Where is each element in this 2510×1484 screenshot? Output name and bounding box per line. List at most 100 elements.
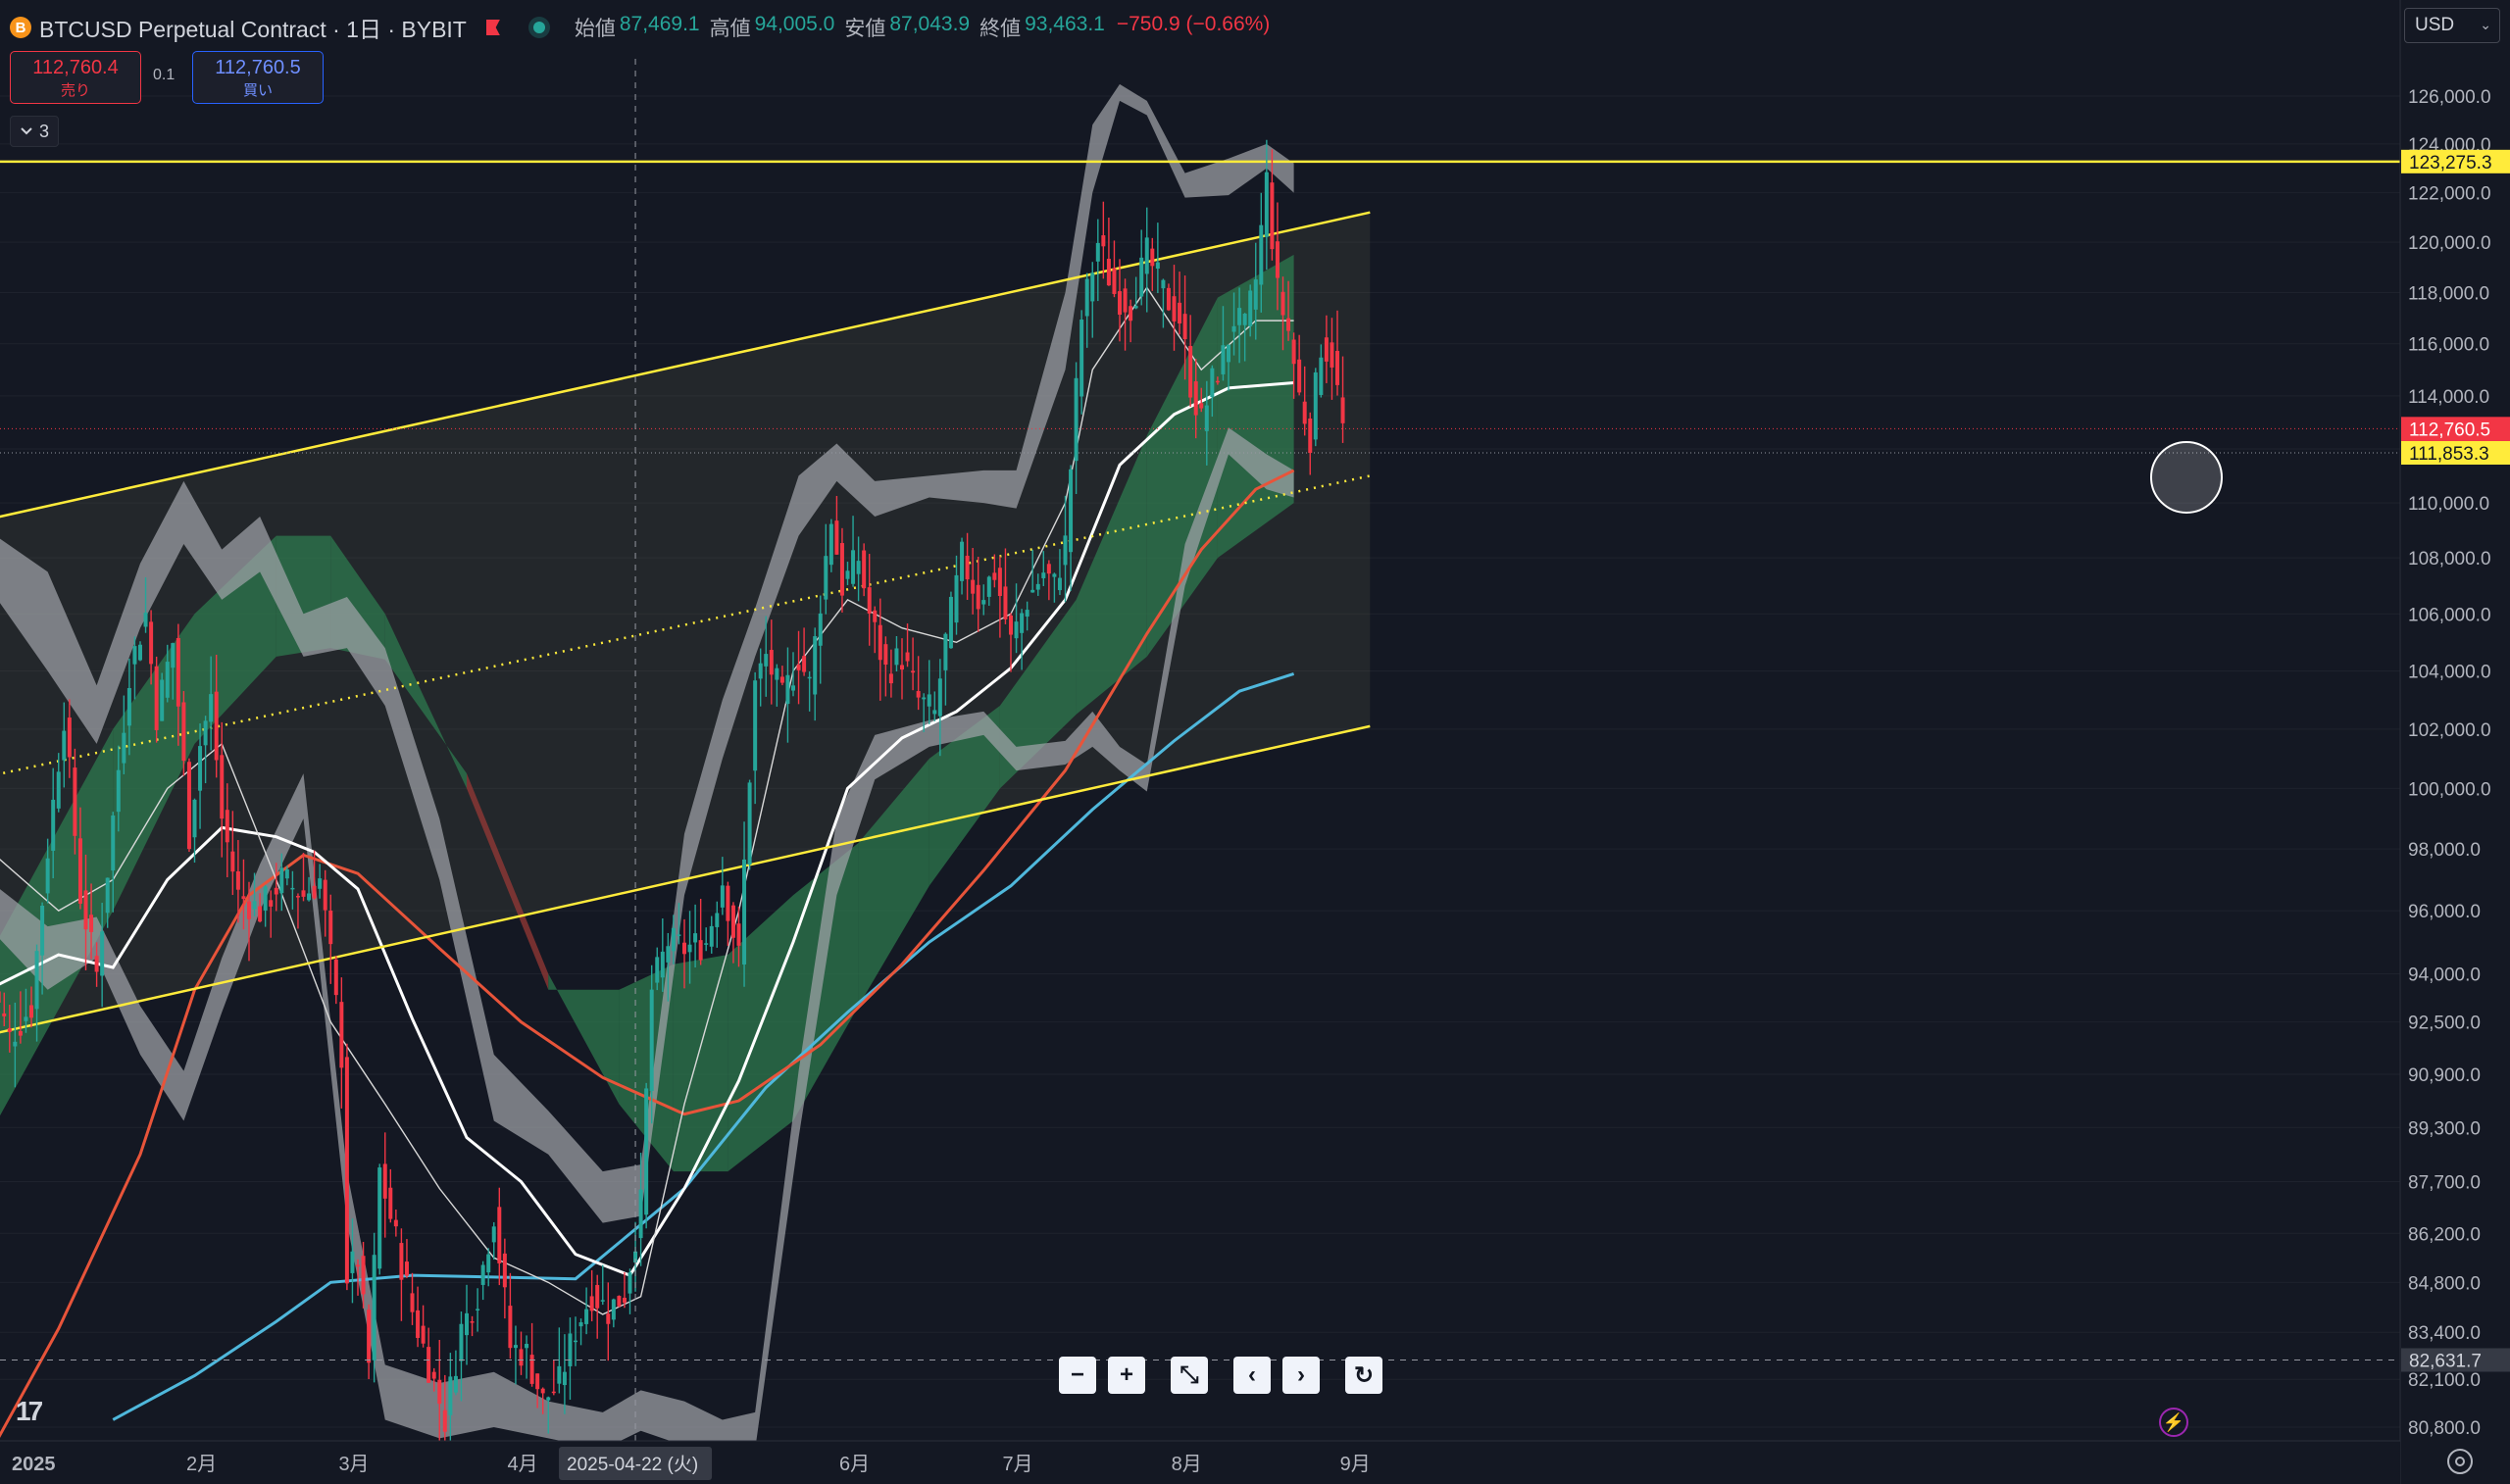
scroll-right-button[interactable]: › (1282, 1357, 1320, 1394)
candle (508, 1272, 513, 1360)
zoom-out-button[interactable]: − (1059, 1357, 1096, 1394)
candle-body (1069, 469, 1074, 553)
sell-button[interactable]: 112,760.4 売り (10, 51, 141, 104)
candle (677, 903, 681, 945)
price-tick-label: 89,300.0 (2408, 1118, 2481, 1139)
moving-average-line (112, 672, 1295, 1421)
candle (1340, 356, 1345, 443)
candle-body (209, 694, 214, 722)
candle-body (100, 931, 105, 976)
candle (824, 523, 828, 615)
gear-icon[interactable] (2447, 1449, 2473, 1474)
candle-body (284, 869, 289, 879)
candle (730, 902, 735, 964)
candle (589, 1269, 594, 1322)
candle-body (122, 732, 126, 764)
candle (62, 702, 67, 788)
candle-body (1242, 314, 1247, 325)
candle-body (176, 637, 180, 707)
candle-body (954, 574, 959, 623)
candle (628, 1268, 632, 1314)
time-axis[interactable]: 2025 2月 3月 4月 6月 7月 8月 9月 2025-04-22 (火) (0, 1440, 2400, 1484)
candle (1003, 548, 1008, 624)
indicators-toggle-button[interactable]: 3 (10, 116, 59, 147)
candle-body (828, 523, 833, 566)
candle (992, 554, 997, 588)
scroll-left-button[interactable]: ‹ (1233, 1357, 1271, 1394)
candle-body (1112, 268, 1117, 294)
candle (775, 664, 779, 707)
candle (976, 556, 980, 632)
crosshair-date-label: 2025-04-22 (火) (567, 1455, 698, 1475)
candle (834, 495, 839, 555)
candle (459, 1311, 464, 1402)
candle (1210, 365, 1215, 418)
candle-body (149, 621, 154, 665)
candle-body (671, 927, 676, 952)
candle (295, 893, 300, 929)
bolt-icon[interactable]: ⚡ (2159, 1408, 2188, 1437)
candle (323, 869, 327, 937)
candle (480, 1261, 485, 1301)
plot-area[interactable] (0, 0, 2400, 1474)
candle (328, 894, 333, 984)
candle (687, 911, 692, 984)
candle-body (682, 942, 686, 955)
flag-icon[interactable] (485, 20, 500, 35)
candle (1215, 376, 1220, 385)
candle-body (1275, 241, 1280, 278)
market-status-icon[interactable] (532, 22, 545, 33)
candle (301, 853, 306, 902)
candle-body (551, 1391, 556, 1394)
candle (551, 1360, 556, 1396)
candle-body (578, 1322, 583, 1327)
currency-selector[interactable]: USD ⌄ (2404, 8, 2500, 43)
candle (214, 654, 219, 778)
candle-body (905, 652, 910, 662)
open-key: 始値 (574, 18, 616, 40)
candle-body (181, 702, 186, 762)
candle (660, 917, 665, 992)
candle (922, 693, 927, 732)
candle-body (404, 1261, 409, 1276)
candle-body (1095, 242, 1100, 262)
candle-body (290, 887, 295, 890)
price-tick-label: 114,000.0 (2408, 387, 2489, 408)
reset-scale-button[interactable]: ⤡ (1171, 1357, 1208, 1394)
ohlc-legend: 始値 87,469.1 高値 94,005.0 安値 87,043.9 終値 93,46… (575, 13, 1270, 42)
time-tick-label: 7月 (1003, 1454, 1033, 1475)
candle (2, 992, 7, 1026)
candle-body (992, 572, 997, 580)
order-quantity[interactable]: 0.1 (153, 67, 176, 83)
candle (1025, 601, 1029, 631)
candle (73, 748, 77, 855)
close-value: 93,463.1 (1025, 13, 1105, 35)
candle (171, 642, 176, 700)
symbol-title[interactable]: BTCUSD Perpetual Contract · 1日 · BYBIT (39, 17, 467, 42)
candle-body (29, 1005, 33, 1018)
candle-body (377, 1167, 382, 1269)
candle (497, 1187, 502, 1286)
candle (769, 619, 774, 705)
candle (1118, 259, 1122, 342)
buy-button[interactable]: 112,760.5 買い (192, 51, 324, 104)
candle (1259, 192, 1264, 313)
candle-body (1020, 613, 1025, 633)
candle (100, 903, 105, 1008)
price-axis[interactable]: 126,000.0124,000.0122,000.0120,000.0118,… (2399, 0, 2510, 1484)
chart-navigation: − + ⤡ ‹ › ↻ (1059, 1357, 1382, 1394)
candle-body (1129, 306, 1133, 322)
candle-body (465, 1312, 469, 1336)
candle-body (73, 767, 77, 836)
tradingview-logo[interactable]: 17 (16, 1396, 43, 1426)
candle (476, 1288, 480, 1332)
reset-chart-button[interactable]: ↻ (1345, 1357, 1382, 1394)
candle (34, 944, 39, 1042)
candle-body (1330, 342, 1334, 368)
candle-body (1231, 325, 1236, 332)
price-label-box (2401, 149, 2510, 173)
zoom-in-button[interactable]: + (1108, 1357, 1145, 1394)
candle-body (730, 905, 735, 938)
candle-body (1227, 344, 1230, 363)
